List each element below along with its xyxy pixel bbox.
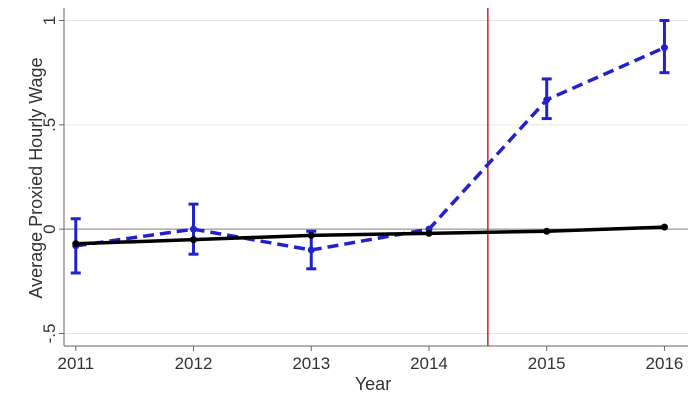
x-tick-label: 2011 <box>57 354 94 373</box>
x-tick-label: 2014 <box>410 354 448 373</box>
blue-data-point <box>543 96 551 104</box>
black-data-point <box>425 229 433 237</box>
grid-layer <box>64 20 688 334</box>
x-tick-label: 2012 <box>175 354 213 373</box>
black-data-point <box>543 227 551 235</box>
axis-layer: 1 .5 0 -.5 2011 2012 2013 2014 2015 2016 <box>40 8 688 373</box>
black-data-point <box>190 236 198 244</box>
y-tick-label: .5 <box>40 118 59 132</box>
blue-data-point <box>660 44 668 52</box>
y-tick-label: -.5 <box>40 324 59 344</box>
black-data-point <box>72 240 80 248</box>
blue-dashed-series-line <box>75 46 666 252</box>
y-tick-label: 0 <box>40 224 59 233</box>
x-axis-title: Year <box>355 374 391 394</box>
marks-layer <box>70 8 670 346</box>
x-tick-label: 2013 <box>292 354 330 373</box>
blue-data-point <box>307 246 315 254</box>
y-axis-title: Average Proxied Hourly Wage <box>26 57 46 298</box>
black-data-point <box>660 223 668 231</box>
black-data-point <box>307 231 315 239</box>
x-tick-label: 2016 <box>646 354 684 373</box>
x-tick-label: 2015 <box>528 354 566 373</box>
y-tick-label: 1 <box>40 16 59 25</box>
blue-data-point <box>190 225 198 233</box>
black-solid-series-line <box>75 225 665 246</box>
